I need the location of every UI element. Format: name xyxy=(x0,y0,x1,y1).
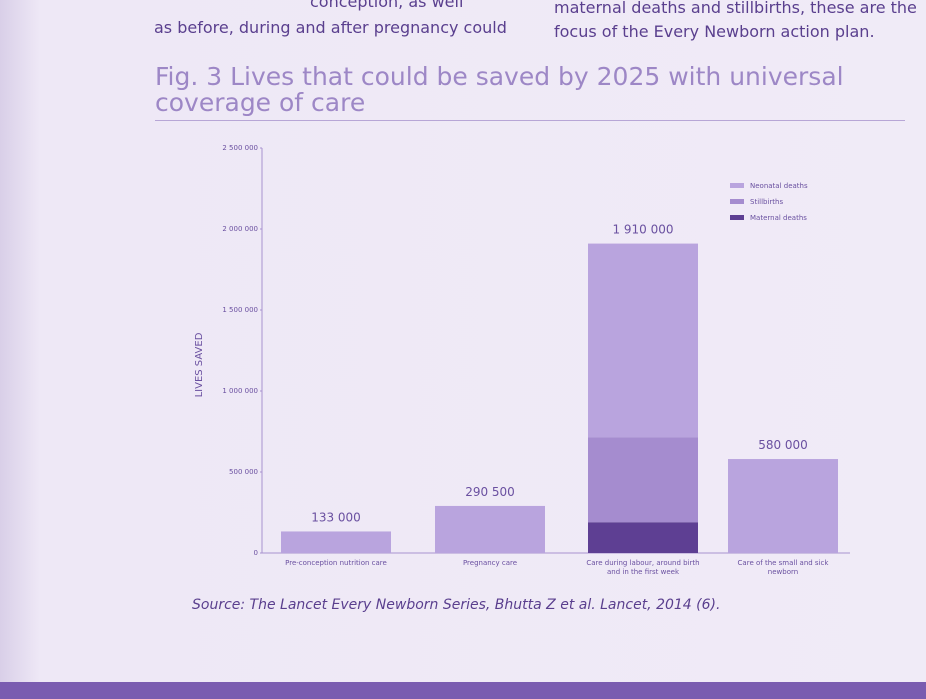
value-label: 1 910 000 xyxy=(612,223,673,237)
legend-label: Neonatal deaths xyxy=(750,182,808,190)
value-label: 133 000 xyxy=(311,510,361,524)
bar-segment xyxy=(588,244,698,438)
y-tick-label: 500 000 xyxy=(229,468,258,476)
bar-segment xyxy=(281,531,391,553)
bar-segment xyxy=(728,459,838,553)
y-tick-label: 1 000 000 xyxy=(222,387,258,395)
bar-segment xyxy=(588,437,698,522)
legend-label: Stillbirths xyxy=(750,198,783,206)
x-tick-label: Care of the small and sick newborn xyxy=(723,559,843,577)
x-tick-label: Pre-conception nutrition care xyxy=(276,559,396,568)
x-tick-label: Care during labour, around birth and in … xyxy=(583,559,703,577)
source: Source: The Lancet Every Newborn Series,… xyxy=(192,597,720,613)
y-tick-label: 0 xyxy=(254,549,258,557)
bar-segment xyxy=(588,522,698,553)
legend-swatch xyxy=(730,199,744,204)
chart: LIVES SAVED 0 500 000 1 000 000 1 500 000 2 … xyxy=(0,0,926,699)
legend-swatch xyxy=(730,183,744,188)
page: conception, as well as before, during an… xyxy=(0,0,926,699)
y-tick-label: 2 000 000 xyxy=(222,225,258,233)
y-axis-label: LIVES SAVED xyxy=(194,332,205,397)
value-label: 580 000 xyxy=(758,438,808,452)
legend-label: Maternal deaths xyxy=(750,214,807,222)
x-tick-label: Pregnancy care xyxy=(430,559,550,568)
bar-segment xyxy=(435,506,545,553)
y-tick-label: 2 500 000 xyxy=(222,144,258,152)
page-edge xyxy=(0,682,926,699)
y-tick-label: 1 500 000 xyxy=(222,306,258,314)
legend-swatch xyxy=(730,215,744,220)
value-label: 290 500 xyxy=(465,485,515,499)
